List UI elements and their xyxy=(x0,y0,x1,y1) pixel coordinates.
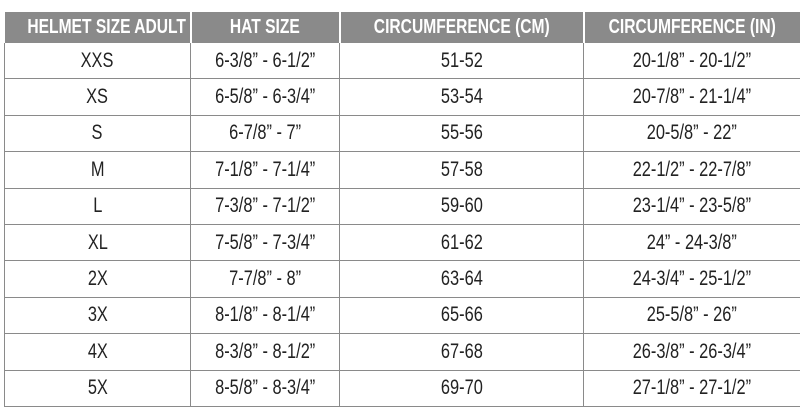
cell-circumference-cm: 61-62 xyxy=(339,224,584,262)
table-row: M 7-1/8” - 7-1/4” 57-58 22-1/2” - 22-7/8” xyxy=(4,151,800,189)
table-row: 4X 8-3/8” - 8-1/2” 67-68 26-3/8” - 26-3/4” xyxy=(4,333,800,371)
header-hat-size: HAT SIZE xyxy=(190,12,341,43)
cell-helmet-size: S xyxy=(4,115,191,153)
cell-hat-size: 7-7/8” - 8” xyxy=(190,260,340,298)
table-row: L 7-3/8” - 7-1/2” 59-60 23-1/4” - 23-5/8” xyxy=(4,188,800,225)
cell-hat-size: 6-3/8” - 6-1/2” xyxy=(190,43,340,80)
cell-helmet-size: L xyxy=(4,188,191,225)
cell-helmet-size: XL xyxy=(4,224,191,262)
cell-circumference-in: 26-3/8” - 26-3/4” xyxy=(583,333,800,371)
cell-circumference-cm: 65-66 xyxy=(339,297,584,335)
cell-helmet-size: 2X xyxy=(4,260,191,298)
cell-circumference-cm: 53-54 xyxy=(339,78,584,116)
cell-circumference-cm: 57-58 xyxy=(339,151,584,189)
cell-helmet-size: XS xyxy=(4,78,191,116)
cell-hat-size: 7-5/8” - 7-3/4” xyxy=(190,224,340,262)
cell-hat-size: 6-7/8” - 7” xyxy=(190,115,340,153)
cell-circumference-cm: 55-56 xyxy=(339,115,584,153)
table-row: XL 7-5/8” - 7-3/4” 61-62 24” - 24-3/8” xyxy=(4,224,800,262)
cell-helmet-size: M xyxy=(4,151,191,189)
cell-hat-size: 8-1/8” - 8-1/4” xyxy=(190,297,340,335)
cell-circumference-in: 20-1/8” - 20-1/2” xyxy=(583,43,800,80)
cell-circumference-in: 20-5/8” - 22” xyxy=(583,115,800,153)
cell-circumference-in: 23-1/4” - 23-5/8” xyxy=(583,188,800,225)
cell-hat-size: 7-3/8” - 7-1/2” xyxy=(190,188,340,225)
table-row: 5X 8-5/8” - 8-3/4” 69-70 27-1/8” - 27-1/2” xyxy=(4,370,800,407)
header-circumference-in: CIRCUMFERENCE (IN) xyxy=(583,12,800,43)
cell-helmet-size: 5X xyxy=(4,370,191,407)
cell-helmet-size: XXS xyxy=(4,43,191,80)
table-row: S 6-7/8” - 7” 55-56 20-5/8” - 22” xyxy=(4,115,800,153)
cell-hat-size: 7-1/8” - 7-1/4” xyxy=(190,151,340,189)
cell-circumference-in: 22-1/2” - 22-7/8” xyxy=(583,151,800,189)
cell-helmet-size: 4X xyxy=(4,333,191,371)
cell-circumference-in: 25-5/8” - 26” xyxy=(583,297,800,335)
cell-circumference-cm: 63-64 xyxy=(339,260,584,298)
cell-circumference-in: 27-1/8” - 27-1/2” xyxy=(583,370,800,407)
header-circumference-cm: CIRCUMFERENCE (CM) xyxy=(339,12,585,43)
cell-hat-size: 8-3/8” - 8-1/2” xyxy=(190,333,340,371)
cell-circumference-cm: 69-70 xyxy=(339,370,584,407)
cell-circumference-in: 24” - 24-3/8” xyxy=(583,224,800,262)
cell-circumference-cm: 51-52 xyxy=(339,43,584,80)
cell-helmet-size: 3X xyxy=(4,297,191,335)
cell-circumference-cm: 59-60 xyxy=(339,188,584,225)
cell-hat-size: 8-5/8” - 8-3/4” xyxy=(190,370,340,407)
cell-circumference-in: 24-3/4” - 25-1/2” xyxy=(583,260,800,298)
table-row: 3X 8-1/8” - 8-1/4” 65-66 25-5/8” - 26” xyxy=(4,297,800,335)
table-row: 2X 7-7/8” - 8” 63-64 24-3/4” - 25-1/2” xyxy=(4,260,800,298)
header-helmet-size: HELMET SIZE ADULT xyxy=(4,12,192,43)
helmet-size-table: HELMET SIZE ADULT HAT SIZE CIRCUMFERENCE… xyxy=(4,12,800,407)
cell-circumference-in: 20-7/8” - 21-1/4” xyxy=(583,78,800,116)
cell-circumference-cm: 67-68 xyxy=(339,333,584,371)
table-row: XXS 6-3/8” - 6-1/2” 51-52 20-1/8” - 20-1/2” xyxy=(4,43,800,80)
cell-hat-size: 6-5/8” - 6-3/4” xyxy=(190,78,340,116)
header-row: HELMET SIZE ADULT HAT SIZE CIRCUMFERENCE… xyxy=(4,12,800,43)
table-row: XS 6-5/8” - 6-3/4” 53-54 20-7/8” - 21-1/4” xyxy=(4,78,800,116)
